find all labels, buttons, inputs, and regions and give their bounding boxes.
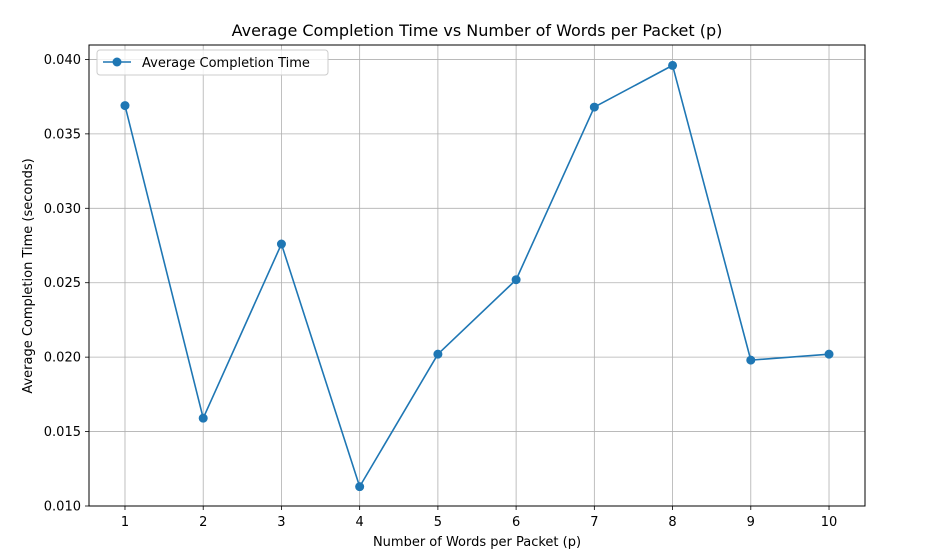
x-tick-label: 4 [356, 515, 364, 530]
plot-frame [88, 44, 866, 507]
data-point [668, 60, 678, 70]
data-point [511, 275, 521, 285]
y-tick-label: 0.015 [44, 425, 81, 440]
x-tick-label: 8 [668, 515, 676, 530]
y-tick-label: 0.025 [44, 276, 81, 291]
data-point [276, 239, 286, 249]
y-ticks: 0.010 0.015 0.020 0.025 0.030 0.035 0.040 [44, 53, 89, 515]
x-tick-label: 3 [277, 515, 285, 530]
x-tick-label: 6 [512, 515, 520, 530]
x-tick-label: 2 [199, 515, 207, 530]
series-layer [120, 60, 834, 492]
y-axis-label: Average Completion Time (seconds) [21, 158, 36, 393]
y-tick-label: 0.040 [44, 53, 81, 68]
y-tick-label: 0.010 [44, 500, 81, 515]
series-line [124, 64, 830, 488]
x-tick-label: 7 [590, 515, 598, 530]
data-point [746, 355, 756, 365]
data-point [198, 413, 208, 423]
x-tick-label: 5 [434, 515, 442, 530]
chart-title: Average Completion Time vs Number of Wor… [232, 21, 723, 40]
legend-label: Average Completion Time [142, 56, 310, 71]
data-point [355, 482, 365, 492]
x-tick-label: 1 [121, 515, 129, 530]
x-axis-label: Number of Words per Packet (p) [373, 535, 581, 550]
legend-marker-swatch [112, 57, 122, 67]
data-point [824, 349, 834, 359]
x-tick-label: 10 [821, 515, 838, 530]
y-tick-label: 0.020 [44, 351, 81, 366]
data-point [433, 349, 443, 359]
data-point [589, 102, 599, 112]
legend: Average Completion Time [96, 49, 329, 76]
y-tick-label: 0.035 [44, 127, 81, 142]
x-ticks: 1 2 3 4 5 6 7 8 9 10 [121, 506, 837, 530]
y-tick-label: 0.030 [44, 202, 81, 217]
legend-box [96, 49, 329, 76]
data-point [120, 101, 130, 111]
x-tick-label: 9 [747, 515, 755, 530]
